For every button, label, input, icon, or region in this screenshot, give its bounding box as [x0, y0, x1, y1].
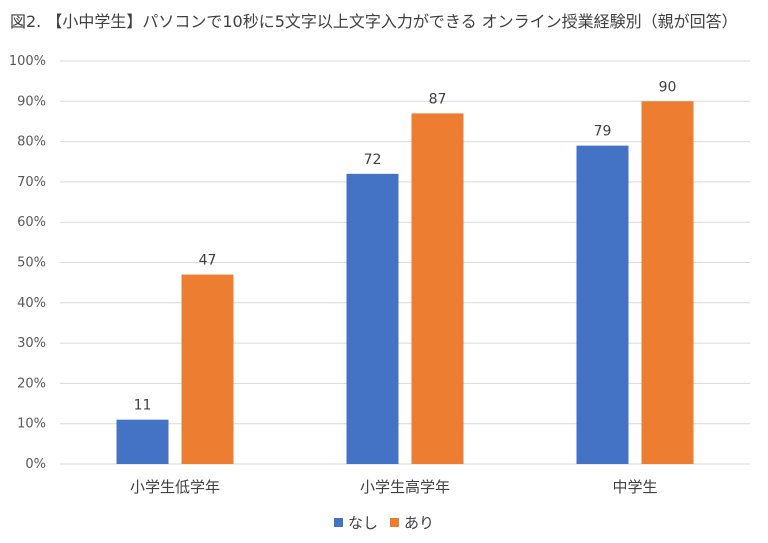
y-tick-label: 90%: [17, 94, 46, 109]
y-tick-label: 100%: [9, 54, 46, 69]
y-axis-ticks: 0% 10% 20% 30% 40% 50% 60% 70% 80% 90% 100%: [9, 54, 46, 472]
legend-label: あり: [404, 514, 435, 532]
data-label: 90: [659, 79, 677, 95]
y-tick-label: 20%: [17, 376, 46, 391]
bars: [116, 101, 694, 465]
bar-あり-小学生低学年: [181, 274, 234, 464]
y-tick-label: 50%: [17, 256, 46, 271]
x-tick-label: 小学生高学年: [360, 478, 450, 496]
y-tick-label: 0%: [25, 457, 46, 472]
y-tick-label: 80%: [17, 135, 46, 150]
y-tick-label: 30%: [17, 336, 46, 351]
y-tick-label: 70%: [17, 175, 46, 190]
data-label: 72: [364, 152, 382, 168]
legend-label: なし: [347, 514, 378, 532]
bar-なし-小学生低学年: [116, 419, 169, 464]
data-label: 87: [429, 91, 447, 107]
bar-なし-小学生高学年: [346, 173, 399, 464]
legend-item: あり: [390, 512, 434, 533]
bar-あり-中学生: [641, 101, 694, 465]
x-tick-label: 小学生低学年: [130, 478, 220, 496]
y-tick-label: 40%: [17, 296, 46, 311]
x-axis-ticks: 小学生低学年 小学生高学年 中学生: [130, 478, 658, 496]
y-tick-label: 10%: [17, 417, 46, 432]
chart-title: 図2. 【小中学生】パソコンで10秒に5文字以上文字入力ができる オンライン授業…: [10, 12, 738, 31]
legend-item: なし: [333, 512, 378, 533]
y-tick-label: 60%: [17, 215, 46, 230]
data-label: 11: [134, 398, 152, 414]
data-labels: 11 47 72 87 79 90: [134, 79, 677, 413]
bar-なし-中学生: [576, 145, 629, 464]
gridlines: [60, 60, 750, 465]
data-label: 79: [594, 124, 612, 140]
data-label: 47: [199, 253, 217, 269]
x-tick-label: 中学生: [612, 478, 657, 496]
bar-あり-小学生高学年: [411, 113, 464, 464]
legend: なし あり: [0, 512, 768, 533]
legend-swatch: [390, 518, 399, 527]
legend-swatch: [333, 518, 343, 527]
